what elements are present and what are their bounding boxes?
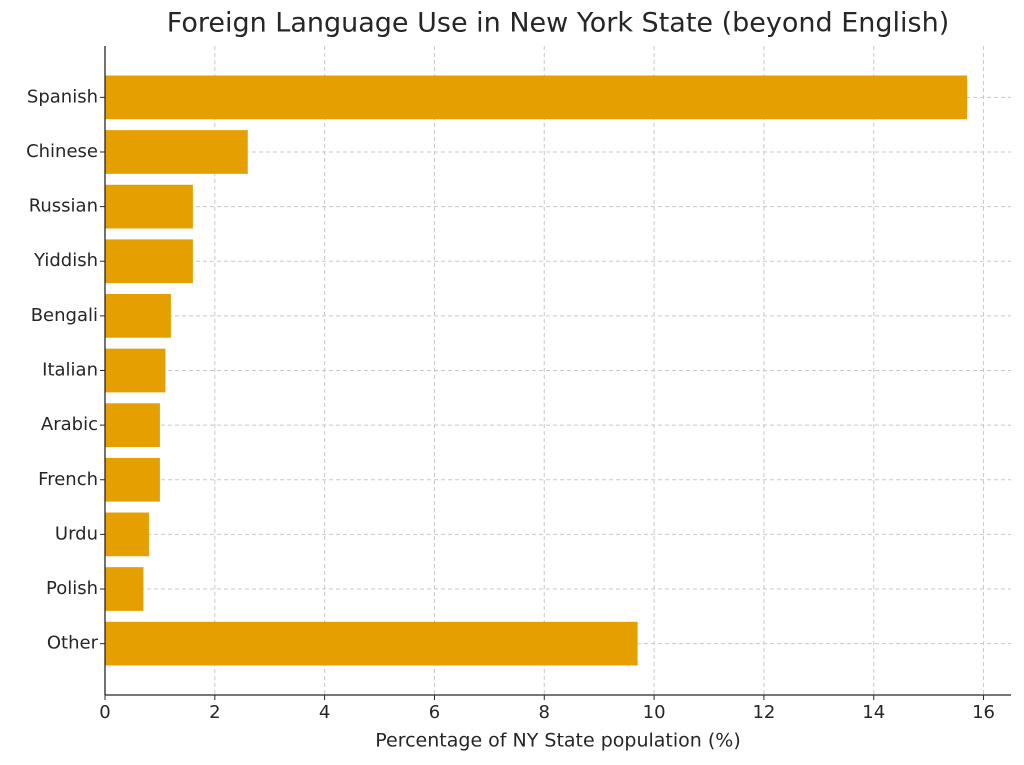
x-tick-label: 14 xyxy=(862,702,885,723)
bar xyxy=(105,457,160,502)
y-tick-label: Other xyxy=(47,633,99,654)
bar xyxy=(105,239,193,284)
x-tick-label: 8 xyxy=(539,702,550,723)
y-tick-label: Russian xyxy=(29,196,98,217)
x-tick-label: 10 xyxy=(643,702,666,723)
y-tick-label: Urdu xyxy=(55,523,98,544)
bar xyxy=(105,294,171,338)
bar xyxy=(105,130,248,174)
y-tick-label: Arabic xyxy=(41,414,98,435)
x-tick-label: 4 xyxy=(319,702,330,723)
bar xyxy=(105,403,160,447)
x-tick-label: 16 xyxy=(972,702,995,723)
x-tick-label: 12 xyxy=(752,702,775,723)
bar xyxy=(105,567,144,611)
y-tick-label: Italian xyxy=(42,360,98,381)
y-tick-label: Bengali xyxy=(31,305,98,326)
bar xyxy=(105,621,638,666)
y-tick-label: Chinese xyxy=(26,141,98,162)
x-tick-label: 6 xyxy=(429,702,440,723)
x-tick-label: 0 xyxy=(99,702,110,723)
x-axis-label: Percentage of NY State population (%) xyxy=(375,730,741,752)
bar xyxy=(105,512,149,557)
y-tick-label: Spanish xyxy=(27,86,98,107)
y-tick-label: Polish xyxy=(46,578,98,599)
bar xyxy=(105,184,193,229)
x-tick-label: 2 xyxy=(209,702,220,723)
bar xyxy=(105,348,166,393)
bar xyxy=(105,75,968,120)
y-tick-label: French xyxy=(38,469,98,490)
chart-title: Foreign Language Use in New York State (… xyxy=(167,8,950,39)
y-tick-label: Yiddish xyxy=(33,250,98,271)
